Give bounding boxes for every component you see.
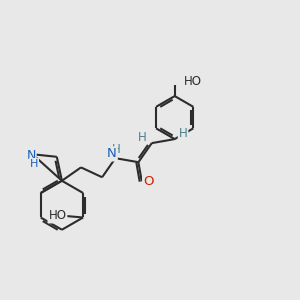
Text: H: H: [30, 159, 38, 169]
Text: H: H: [179, 127, 188, 140]
Text: H: H: [138, 131, 147, 144]
Text: H: H: [112, 143, 121, 156]
Text: N: N: [26, 149, 36, 162]
Text: HO: HO: [184, 75, 202, 88]
Text: O: O: [143, 175, 154, 188]
Text: N: N: [107, 148, 117, 160]
Text: HO: HO: [48, 209, 66, 223]
